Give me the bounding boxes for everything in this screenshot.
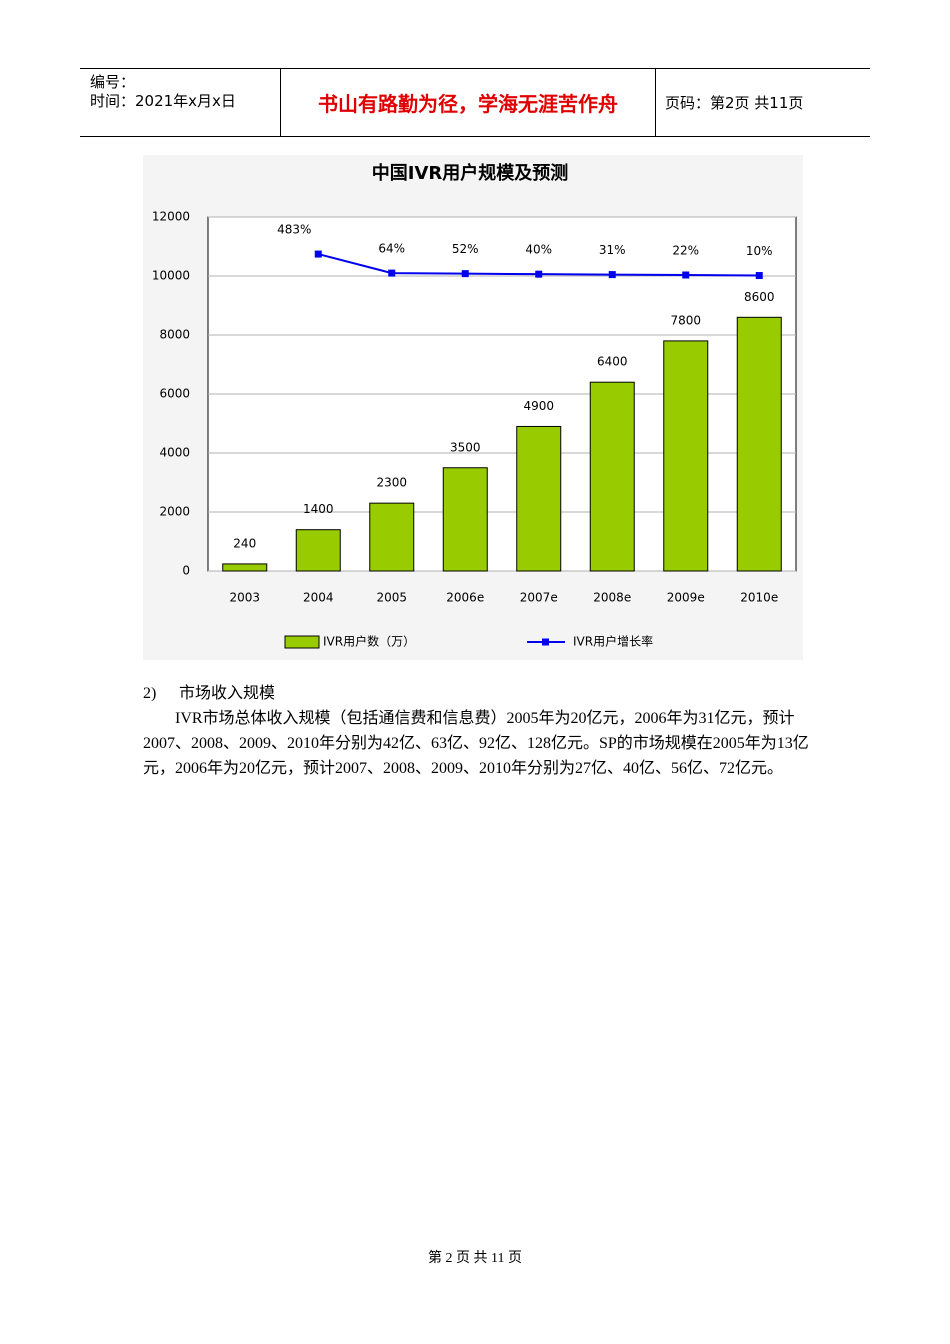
bar-value-label: 6400 (597, 355, 628, 369)
footer: 第 2 页 共 11 页 (428, 1251, 522, 1266)
line-marker (608, 271, 616, 279)
line-marker (755, 272, 763, 280)
bar-value-label: 1400 (303, 502, 334, 516)
y-tick-label: 0 (182, 564, 190, 578)
line-value-label: 40% (525, 243, 552, 257)
motto: 书山有路勤为径，学海无涯苦作舟 (280, 69, 656, 136)
line-marker (682, 271, 690, 279)
section-heading: 2) 市场收入规模 (143, 681, 813, 706)
x-tick-label: 2003 (229, 591, 260, 605)
bar (222, 563, 268, 572)
line-value-label: 483% (277, 223, 311, 237)
legend-label: IVR用户数（万） (323, 634, 415, 649)
bar (295, 529, 341, 572)
bar-value-label: 240 (233, 536, 256, 550)
time: 时间：2021年x月x日 (90, 92, 236, 110)
x-tick-label: 2009e (667, 591, 705, 605)
bar-value-label: 2300 (376, 476, 407, 490)
line-value-label: 10% (746, 244, 773, 258)
x-tick-label: 2006e (446, 591, 484, 605)
line-marker (461, 270, 469, 278)
line-value-label: 64% (378, 242, 405, 256)
bar (736, 316, 782, 572)
bar (442, 467, 488, 572)
paragraph: IVR市场总体收入规模（包括通信费和信息费）2005年为20亿元，2006年为3… (143, 710, 809, 777)
page-number: 页码：第2页 共11页 (665, 94, 804, 112)
legend-swatch-marker (542, 638, 549, 646)
chart-title: 中国IVR用户规模及预测 (372, 162, 569, 184)
bar (516, 425, 562, 572)
x-tick-label: 2005 (376, 591, 407, 605)
y-tick-label: 4000 (159, 446, 190, 460)
line-marker (314, 250, 322, 258)
line-value-label: 31% (599, 243, 626, 257)
section-title: 市场收入规模 (179, 685, 276, 702)
y-tick-label: 12000 (152, 210, 190, 224)
x-tick-label: 2008e (593, 591, 631, 605)
header: 编号： 时间：2021年x月x日 书山有路勤为径，学海无涯苦作舟 页码：第2页 … (80, 68, 870, 137)
bar (663, 340, 709, 572)
header-left: 编号： 时间：2021年x月x日 (80, 69, 280, 136)
bar-value-label: 4900 (523, 399, 554, 413)
bar-value-label: 7800 (670, 313, 701, 327)
x-tick-label: 2004 (303, 591, 334, 605)
y-tick-label: 8000 (159, 328, 190, 342)
x-tick-label: 2007e (520, 591, 558, 605)
bar (589, 381, 635, 572)
body: 2) 市场收入规模 IVR市场总体收入规模（包括通信费和信息费）2005年为20亿… (143, 681, 813, 781)
bar-value-label: 8600 (744, 290, 775, 304)
legend-swatch (284, 635, 320, 649)
bar-value-label: 3500 (450, 440, 481, 454)
y-tick-label: 6000 (159, 387, 190, 401)
line-value-label: 52% (452, 242, 479, 256)
section-number: 2) (143, 685, 157, 702)
line-marker (388, 269, 396, 277)
legend-label: IVR用户增长率 (573, 634, 653, 649)
line-value-label: 22% (672, 244, 699, 258)
x-tick-label: 2010e (740, 591, 778, 605)
y-tick-label: 2000 (159, 505, 190, 519)
number: 编号： (90, 73, 136, 91)
y-tick-label: 10000 (152, 269, 190, 283)
line-marker (535, 270, 543, 278)
chart: 中国IVR用户规模及预测 0 2000 4000 6000 8000 10000 12000… (143, 155, 803, 660)
bar (369, 502, 415, 572)
